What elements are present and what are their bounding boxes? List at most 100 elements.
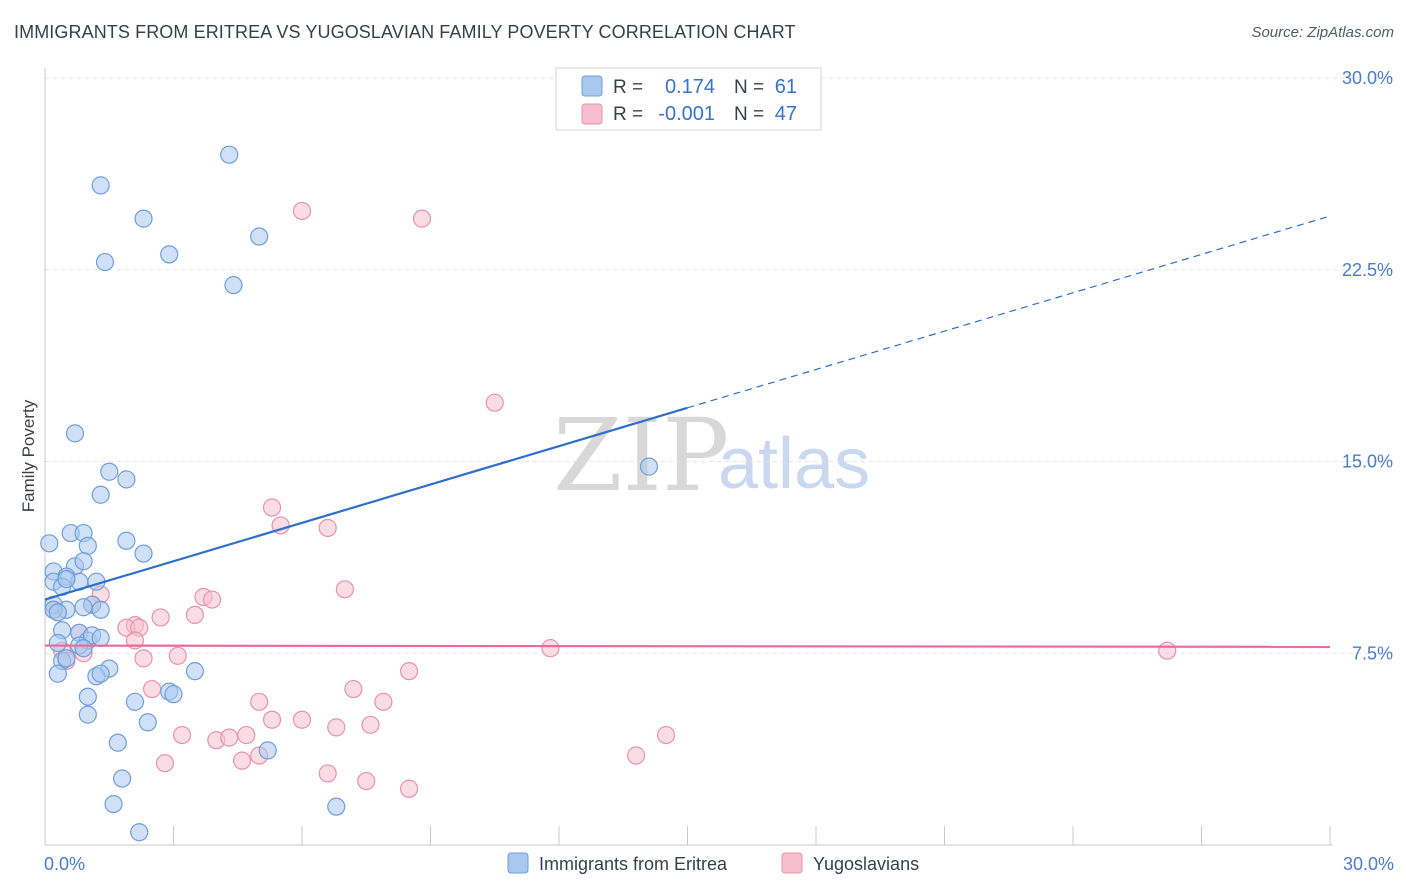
y-tick-label-1: 15.0% bbox=[1342, 452, 1393, 472]
series-legend-swatch-yugoslavians bbox=[781, 852, 803, 874]
trend-lines bbox=[44, 215, 1331, 648]
yugoslavians-point-38 bbox=[220, 728, 239, 747]
eritrea-point-17 bbox=[40, 534, 59, 553]
series-legend: Immigrants from Eritrea Yugoslavians bbox=[507, 852, 919, 874]
yugoslavians-point-29 bbox=[344, 679, 363, 699]
yugoslavians-point-25 bbox=[541, 639, 560, 658]
y-tick-label-2: 22.5% bbox=[1342, 260, 1393, 280]
eritrea-point-37 bbox=[74, 639, 93, 658]
legend-r-label-blue: R = bbox=[613, 77, 643, 98]
watermark-atlas: atlas bbox=[718, 424, 870, 504]
eritrea-point-3 bbox=[95, 252, 115, 272]
legend-box: R = 0.174 N = 61 R = -0.001 N = 47 bbox=[555, 67, 822, 131]
yugoslavians-point-32 bbox=[262, 710, 282, 729]
y-tick-label-0: 7.5% bbox=[1352, 643, 1393, 663]
eritrea-point-1 bbox=[91, 176, 110, 195]
eritrea-point-43 bbox=[91, 664, 110, 683]
eritrea-point-35 bbox=[48, 633, 67, 653]
legend-r-value-blue: 0.174 bbox=[665, 76, 715, 98]
eritrea-point-50 bbox=[138, 713, 157, 732]
grid-lines bbox=[45, 77, 1393, 654]
yugoslavians-point-24 bbox=[168, 646, 187, 665]
eritrea-point-48 bbox=[125, 692, 145, 711]
x-tick-label-min: 0.0% bbox=[44, 854, 85, 874]
legend-r-value-pink: -0.001 bbox=[658, 103, 715, 125]
legend-n-label-pink: N = bbox=[734, 104, 764, 125]
yugoslavians-point-34 bbox=[327, 718, 346, 737]
eritrea-point-8 bbox=[100, 462, 119, 481]
yugoslavians-point-46 bbox=[357, 771, 376, 791]
yugoslavians-point-2 bbox=[485, 393, 504, 412]
yugoslavians-point-33 bbox=[292, 710, 312, 729]
legend-r-label-pink: R = bbox=[613, 104, 643, 125]
y-axis-label: Family Poverty bbox=[19, 399, 38, 512]
eritrea-points bbox=[40, 145, 659, 842]
yugoslavians-point-5 bbox=[318, 518, 337, 538]
eritrea-point-56 bbox=[130, 823, 149, 842]
eritrea-point-49 bbox=[78, 705, 97, 724]
eritrea-point-16 bbox=[134, 544, 153, 563]
yugoslavians-point-35 bbox=[361, 715, 380, 734]
x-tick-label-max: 30.0% bbox=[1343, 854, 1394, 874]
eritrea-point-2 bbox=[134, 209, 153, 228]
eritrea-point-59 bbox=[74, 598, 93, 617]
eritrea-point-47 bbox=[78, 687, 97, 706]
yugoslavians-point-14 bbox=[185, 605, 205, 625]
yugoslavians-point-40 bbox=[656, 725, 676, 745]
chart-title: IMMIGRANTS FROM ERITREA VS YUGOSLAVIAN F… bbox=[14, 22, 796, 42]
series-legend-label-eritrea: Immigrants from Eritrea bbox=[539, 854, 728, 874]
x-tick-marks bbox=[44, 826, 1331, 845]
watermark-zip: ZIP bbox=[553, 397, 729, 514]
eritrea-point-10 bbox=[91, 485, 110, 504]
series-legend-label-yugoslavians: Yugoslavians bbox=[813, 854, 919, 874]
yugoslavians-point-44 bbox=[155, 754, 175, 773]
eritrea-point-7 bbox=[65, 424, 85, 443]
yugoslavians-trend-line bbox=[44, 644, 1331, 648]
eritrea-point-51 bbox=[108, 733, 127, 752]
yugoslavians-point-47 bbox=[399, 779, 419, 798]
legend-swatch-blue bbox=[581, 75, 603, 97]
legend-n-value-blue: 61 bbox=[775, 76, 797, 98]
eritrea-point-41 bbox=[185, 662, 205, 681]
eritrea-point-46 bbox=[164, 685, 183, 704]
eritrea-point-57 bbox=[57, 570, 76, 589]
eritrea-point-55 bbox=[327, 797, 346, 816]
eritrea-point-39 bbox=[57, 649, 76, 668]
yugoslavians-point-36 bbox=[172, 725, 192, 745]
eritrea-point-58 bbox=[48, 603, 67, 622]
axes bbox=[44, 68, 1333, 846]
eritrea-point-11 bbox=[639, 457, 659, 476]
eritrea-point-53 bbox=[112, 769, 132, 788]
y-tick-label-3: 30.0% bbox=[1342, 68, 1393, 88]
yugoslavians-point-6 bbox=[335, 580, 354, 599]
legend-n-label-blue: N = bbox=[734, 77, 764, 98]
eritrea-point-14 bbox=[78, 536, 97, 555]
yugoslavians-point-31 bbox=[374, 692, 393, 711]
yugoslavians-point-43 bbox=[626, 746, 646, 765]
yugoslavians-point-26 bbox=[1158, 641, 1177, 660]
yugoslavians-point-27 bbox=[399, 662, 419, 681]
yugoslavians-point-45 bbox=[318, 764, 337, 783]
eritrea-point-9 bbox=[117, 470, 136, 489]
eritrea-trend-extension bbox=[687, 215, 1331, 409]
eritrea-point-15 bbox=[117, 531, 136, 550]
yugoslavians-point-0 bbox=[292, 201, 312, 221]
yugoslavians-point-41 bbox=[232, 751, 252, 770]
eritrea-trend-line bbox=[44, 406, 688, 601]
yugoslavians-point-23 bbox=[134, 649, 153, 668]
eritrea-point-54 bbox=[104, 794, 123, 814]
eritrea-point-60 bbox=[91, 628, 110, 648]
eritrea-point-30 bbox=[91, 600, 110, 619]
yugoslavians-point-3 bbox=[262, 498, 282, 517]
yugoslavians-point-13 bbox=[151, 608, 170, 627]
yugoslavians-point-8 bbox=[202, 590, 222, 609]
eritrea-point-44 bbox=[48, 664, 67, 683]
source-label: Source: ZipAtlas.com bbox=[1251, 24, 1394, 41]
eritrea-point-0 bbox=[220, 145, 239, 164]
legend-swatch-pink bbox=[581, 103, 603, 125]
series-legend-swatch-eritrea bbox=[507, 852, 529, 874]
eritrea-point-6 bbox=[224, 275, 243, 295]
legend-n-value-pink: 47 bbox=[775, 103, 797, 125]
y-tick-labels: 7.5% 15.0% 22.5% 30.0% bbox=[1342, 68, 1393, 663]
yugoslavians-point-28 bbox=[142, 679, 162, 699]
